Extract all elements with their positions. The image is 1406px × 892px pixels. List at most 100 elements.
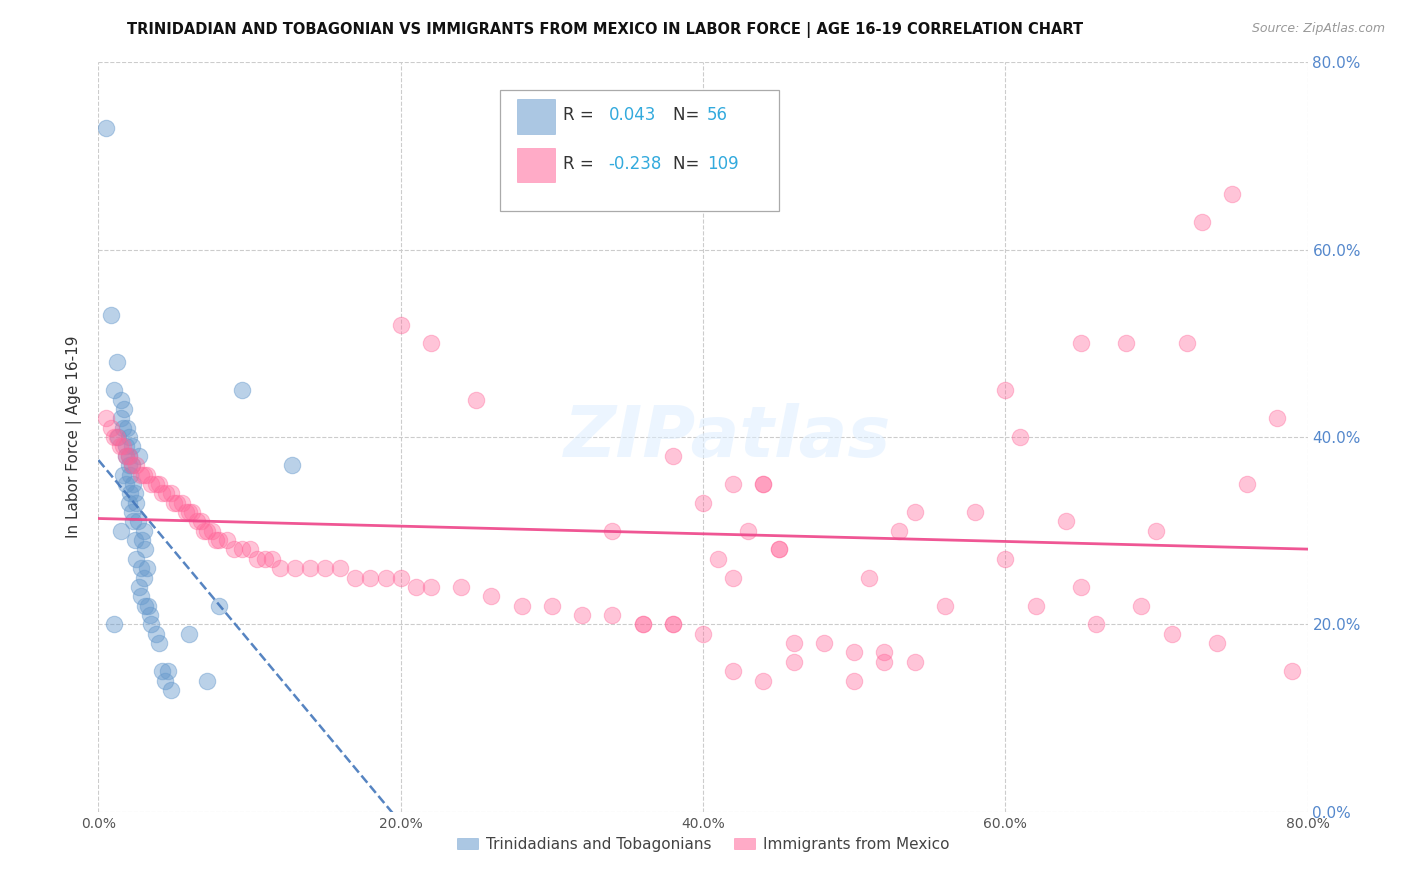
Point (205, 533, 228, 547)
Point (405, 580, 427, 594)
Point (1070, 336, 1092, 351)
Text: N=: N= (673, 106, 704, 124)
Point (281, 458, 304, 473)
Point (131, 533, 153, 547)
Point (100, 308, 122, 322)
Point (134, 599, 156, 613)
Point (190, 514, 212, 528)
Point (450, 580, 472, 594)
Point (118, 449, 141, 463)
Point (1024, 599, 1046, 613)
Text: Source: ZipAtlas.com: Source: ZipAtlas.com (1251, 22, 1385, 36)
Point (783, 655, 806, 669)
Point (103, 430, 125, 444)
Text: ZIPatlas: ZIPatlas (564, 402, 891, 472)
Point (768, 542, 790, 557)
Point (1115, 336, 1137, 351)
Point (1130, 599, 1153, 613)
Point (150, 664, 173, 679)
Point (262, 551, 284, 566)
Point (661, 449, 683, 463)
Point (139, 608, 162, 623)
Text: TRINIDADIAN AND TOBAGONIAN VS IMMIGRANTS FROM MEXICO IN LABOR FORCE | AGE 16-19 : TRINIDADIAN AND TOBAGONIAN VS IMMIGRANTS… (127, 22, 1083, 38)
Point (1236, 476, 1258, 491)
Point (1085, 617, 1108, 632)
Point (132, 571, 155, 585)
Point (374, 571, 396, 585)
Point (284, 561, 307, 575)
Point (661, 617, 683, 632)
Point (215, 533, 238, 547)
Point (111, 421, 134, 435)
Point (118, 430, 141, 444)
Point (170, 496, 193, 510)
Point (195, 524, 218, 538)
Point (110, 524, 132, 538)
Point (193, 524, 215, 538)
Point (389, 571, 412, 585)
Point (752, 673, 775, 688)
Point (844, 673, 866, 688)
Point (994, 551, 1017, 566)
Point (124, 486, 146, 500)
Point (120, 486, 142, 500)
Point (128, 580, 150, 594)
Point (269, 561, 291, 575)
Point (100, 421, 122, 435)
Point (134, 542, 156, 557)
Point (132, 467, 155, 482)
Point (174, 505, 197, 519)
Point (329, 561, 352, 575)
Point (105, 430, 128, 444)
Point (108, 440, 131, 453)
Point (299, 561, 322, 575)
Point (135, 467, 157, 482)
Point (114, 476, 136, 491)
Point (148, 636, 170, 650)
Point (1206, 636, 1229, 650)
Point (239, 542, 262, 557)
Point (420, 336, 443, 351)
Point (181, 505, 204, 519)
Point (107, 430, 129, 444)
Point (707, 551, 730, 566)
Point (115, 421, 138, 435)
Point (692, 496, 714, 510)
Point (231, 384, 253, 398)
Point (120, 467, 142, 482)
Point (208, 599, 231, 613)
Point (156, 664, 179, 679)
Point (136, 599, 159, 613)
FancyBboxPatch shape (517, 148, 555, 182)
Point (118, 449, 141, 463)
Point (723, 571, 745, 585)
Point (132, 524, 155, 538)
Point (114, 449, 136, 463)
Point (114, 440, 136, 453)
Point (994, 384, 1017, 398)
Point (112, 401, 135, 416)
Point (723, 476, 745, 491)
Point (904, 655, 927, 669)
Point (1160, 626, 1182, 640)
Point (783, 636, 806, 650)
Point (1010, 430, 1032, 444)
Text: R =: R = (562, 106, 599, 124)
Point (155, 486, 177, 500)
Text: N=: N= (673, 154, 704, 172)
Point (163, 496, 186, 510)
Point (510, 599, 533, 613)
Point (1220, 186, 1243, 201)
Y-axis label: In Labor Force | Age 16-19: In Labor Force | Age 16-19 (66, 335, 83, 539)
Text: 109: 109 (707, 154, 738, 172)
Point (129, 467, 152, 482)
Point (124, 533, 146, 547)
Point (1175, 336, 1198, 351)
Point (103, 384, 125, 398)
Point (661, 617, 683, 632)
Point (540, 599, 562, 613)
Point (110, 392, 132, 407)
Point (465, 392, 488, 407)
Point (602, 608, 624, 623)
Point (129, 590, 152, 604)
